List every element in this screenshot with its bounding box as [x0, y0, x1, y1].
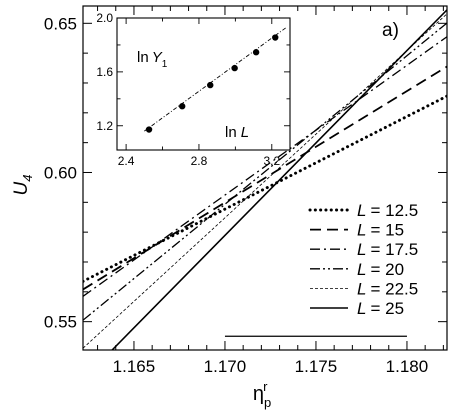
legend-label-3: L = 17.5	[357, 240, 418, 259]
legend: L = 12.5L = 15L = 17.5L = 20L = 22.5L = 25	[308, 201, 418, 318]
inset-point	[145, 126, 153, 133]
series-line-6	[111, 9, 447, 350]
series-line-5	[83, 13, 447, 349]
inset-point	[207, 81, 214, 89]
inset-fit-line	[144, 27, 287, 132]
inset-x-tick-label: 3.2	[263, 154, 280, 168]
main-axis-ticks	[83, 6, 447, 350]
inset-x-label: ln L	[225, 124, 249, 141]
inset-y-label: ln Y1	[137, 49, 168, 70]
y-axis-label-var: U	[11, 181, 32, 195]
legend-label-5: L = 22.5	[357, 279, 418, 298]
y-tick-label: 0.55	[44, 313, 77, 332]
inset-fit-line-path	[144, 27, 287, 132]
x-tick-label: 1.175	[295, 357, 338, 376]
legend-label-1: L = 12.5	[357, 201, 418, 220]
x-axis-label: ηpr	[253, 379, 271, 410]
inset-chart: 2.4 2.8 3.21.21.62.0 ln Y1 ln L	[96, 11, 291, 168]
main-tick-labels: 1.165 1.170 1.175 1.180 0.55 0.60 0.65	[44, 14, 428, 376]
inset-y-label-sub: 1	[162, 59, 168, 70]
inset-y-tick-label: 1.2	[96, 119, 113, 133]
x-axis-label-symbol: η	[253, 383, 264, 405]
panel-label: a)	[382, 20, 399, 41]
x-tick-label: 1.180	[386, 357, 429, 376]
inset-axis-ticks	[117, 17, 290, 150]
series-line-3	[83, 36, 447, 297]
inset-tick-labels: 2.4 2.8 3.2 1.2 1.6 2.0	[96, 11, 280, 168]
x-axis-label-sup: r	[263, 379, 268, 394]
x-tick-label: 1.170	[204, 357, 247, 376]
series-line-1	[83, 94, 447, 283]
legend-label-4: L = 20	[357, 260, 404, 279]
main-series-lines	[83, 9, 447, 350]
x-tick-label: 1.165	[113, 357, 156, 376]
legend-label-2: L = 15	[357, 221, 404, 240]
inset-point	[231, 64, 238, 72]
inset-x-label-ln: ln	[225, 124, 237, 141]
inset-data-points	[145, 34, 279, 133]
inset-point	[252, 49, 260, 56]
inset-x-tick-label: 2.4	[118, 154, 135, 168]
legend-label-6: L = 25	[357, 299, 404, 318]
inset-x-tick-label: 2.8	[191, 154, 208, 168]
inset-y-tick-label: 2.0	[96, 11, 113, 25]
inset-y-tick-label: 1.6	[96, 65, 113, 79]
inset-y-label-ln: ln	[137, 49, 149, 66]
inset-point	[272, 34, 279, 41]
inset-x-label-var: L	[241, 124, 249, 141]
inset-frame	[116, 17, 291, 151]
y-tick-label: 0.60	[44, 163, 77, 182]
inset-point	[178, 103, 186, 110]
plot-frame	[82, 5, 448, 351]
x-axis-label-sub: p	[264, 395, 271, 410]
y-axis-label: U4	[11, 175, 35, 196]
inset-y-label-var: Y	[152, 49, 163, 66]
y-axis-label-sub: 4	[20, 175, 35, 182]
y-tick-label: 0.65	[44, 14, 77, 33]
